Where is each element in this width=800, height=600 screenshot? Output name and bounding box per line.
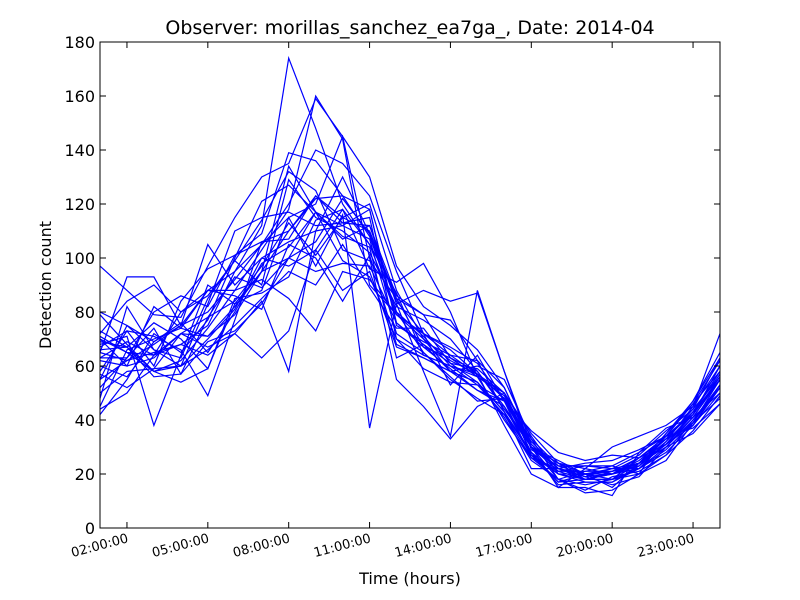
series-line-10: [99, 211, 721, 472]
series-line-20: [99, 194, 721, 489]
series-line-28: [99, 208, 721, 497]
series-line-22: [99, 175, 721, 475]
x-tick-label: 14:00:00: [393, 531, 453, 561]
y-tick-label: 40: [75, 411, 95, 430]
series-line-16: [99, 208, 721, 472]
series-line-23: [99, 164, 721, 470]
x-tick-label: 20:00:00: [555, 531, 615, 561]
x-tick-label: 02:00:00: [70, 531, 130, 561]
x-tick-label: 11:00:00: [312, 531, 372, 561]
series-line-17: [99, 270, 721, 462]
y-tick-label: 160: [64, 87, 95, 106]
series-line-9: [99, 211, 721, 478]
x-tick-label: 05:00:00: [151, 531, 211, 561]
y-tick-label: 140: [64, 141, 95, 160]
series-line-27: [99, 134, 721, 489]
chart-title: Observer: morillas_sanchez_ea7ga_, Date:…: [165, 17, 654, 39]
series-line-18: [99, 243, 721, 486]
y-axis-label: Detection count: [36, 221, 55, 349]
y-tick-label: 0: [85, 519, 95, 538]
y-tick-label: 180: [64, 33, 95, 52]
series-line-11: [99, 195, 721, 480]
x-tick-label: 23:00:00: [636, 531, 696, 561]
y-tick-label: 20: [75, 465, 95, 484]
plot-frame: [99, 41, 721, 529]
series-line-5: [99, 149, 721, 483]
y-tick-label: 100: [64, 249, 95, 268]
series-line-24: [99, 248, 721, 481]
y-tick-label: 80: [75, 303, 95, 322]
series-line-7: [99, 151, 721, 486]
series-layer: [99, 55, 721, 497]
series-line-2: [99, 55, 721, 483]
series-line-4: [99, 170, 721, 475]
series-line-26: [99, 243, 721, 475]
y-tick-label: 120: [64, 195, 95, 214]
x-tick-label: 17:00:00: [474, 531, 534, 561]
y-tick-label: 60: [75, 357, 95, 376]
series-line-12: [99, 178, 721, 483]
x-axis-label: Time (hours): [358, 569, 461, 588]
x-tick-label: 08:00:00: [231, 531, 291, 561]
